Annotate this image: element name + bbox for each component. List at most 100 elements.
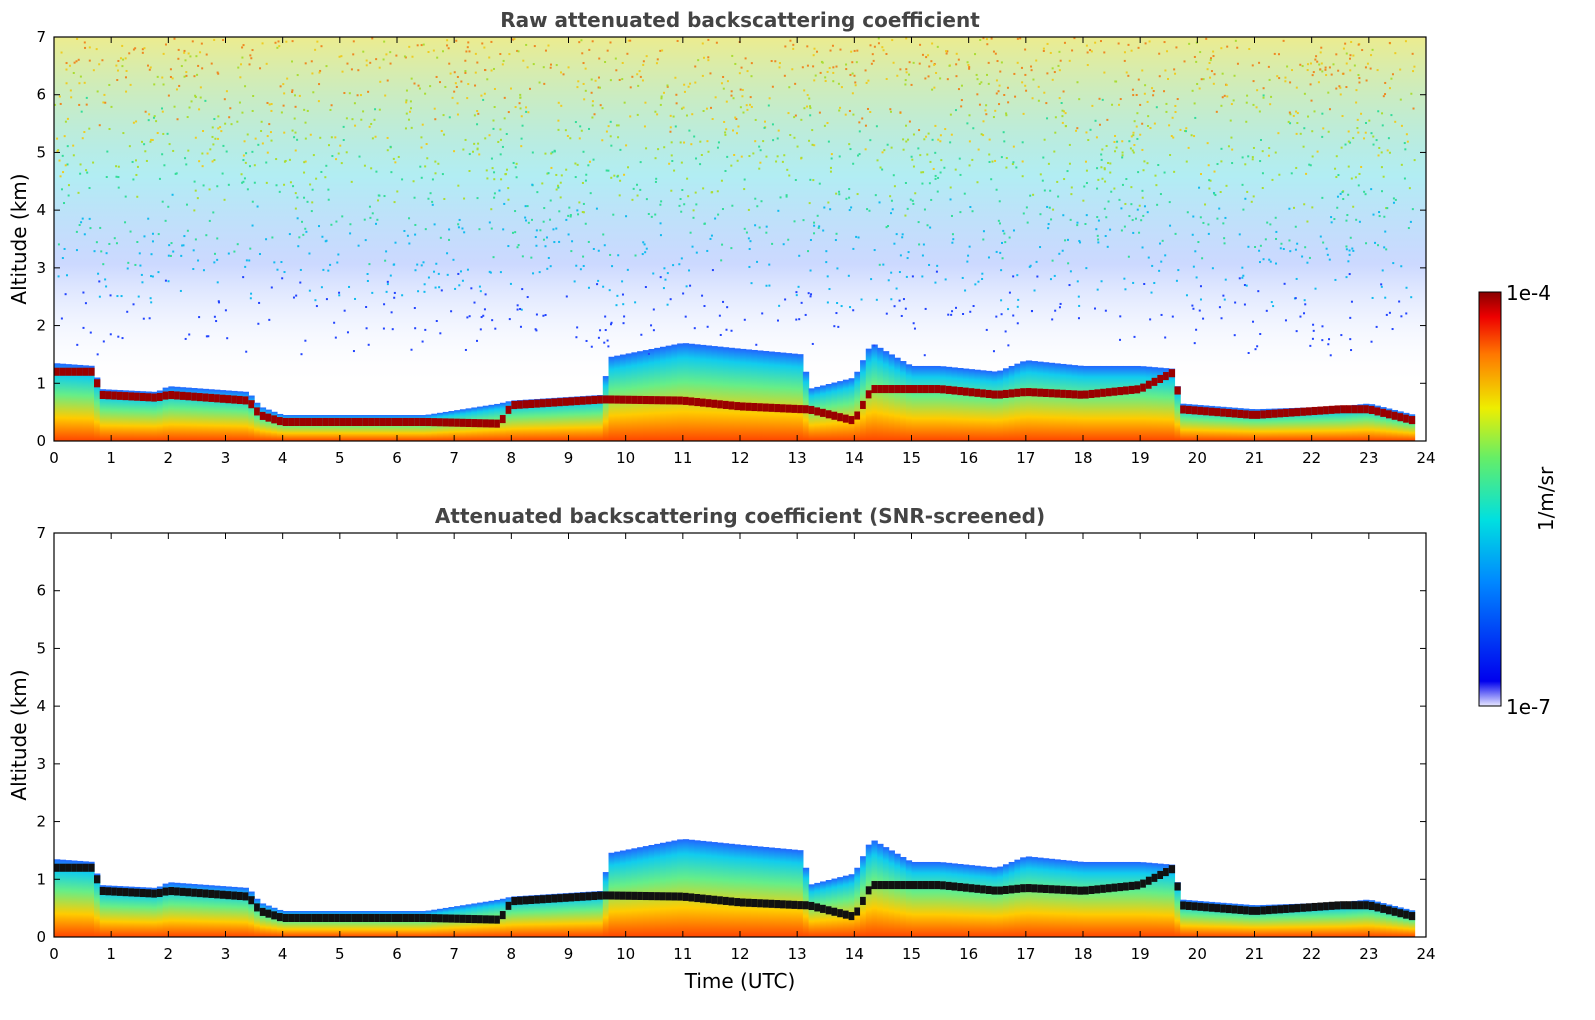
noise-pixel xyxy=(230,123,233,126)
noise-pixel xyxy=(1183,60,1186,63)
layer-band xyxy=(99,886,107,896)
noise-pixel xyxy=(1243,284,1246,287)
layer-band xyxy=(711,895,718,904)
noise-pixel xyxy=(796,145,799,148)
layer-band xyxy=(797,901,804,910)
noise-pixel xyxy=(722,87,725,90)
layer-band xyxy=(648,396,655,405)
layer-band xyxy=(305,913,312,922)
noise-pixel xyxy=(464,71,467,74)
layer-band xyxy=(1123,386,1130,395)
noise-pixel xyxy=(127,261,130,264)
noise-pixel xyxy=(754,224,757,227)
noise-pixel xyxy=(1064,124,1067,127)
noise-pixel xyxy=(102,263,105,266)
noise-pixel xyxy=(431,203,434,206)
noise-pixel xyxy=(925,56,928,59)
noise-pixel xyxy=(534,328,537,331)
noise-pixel xyxy=(778,62,781,65)
noise-pixel xyxy=(464,70,467,73)
layer-band xyxy=(762,403,770,412)
noise-pixel xyxy=(726,155,729,158)
layer-band xyxy=(391,417,398,426)
layer-band xyxy=(511,896,518,906)
noise-pixel xyxy=(150,275,153,278)
noise-pixel xyxy=(105,252,108,255)
noise-pixel xyxy=(500,138,503,141)
noise-pixel xyxy=(368,205,371,208)
noise-pixel xyxy=(675,102,678,105)
layer-band xyxy=(1403,910,1410,919)
noise-pixel xyxy=(376,218,379,221)
noise-pixel xyxy=(858,130,861,133)
noise-pixel xyxy=(177,48,180,51)
noise-pixel xyxy=(188,106,191,109)
noise-pixel xyxy=(934,281,937,284)
noise-pixel xyxy=(1135,93,1138,96)
noise-pixel xyxy=(473,301,476,304)
noise-pixel xyxy=(937,176,940,179)
noise-pixel xyxy=(1388,151,1391,154)
noise-pixel xyxy=(483,308,486,311)
noise-pixel xyxy=(866,107,869,110)
noise-pixel xyxy=(1035,260,1038,263)
noise-pixel xyxy=(1133,335,1136,338)
bl-column xyxy=(71,860,78,937)
noise-pixel xyxy=(718,314,721,317)
layer-band xyxy=(1197,902,1204,911)
layer-band xyxy=(179,887,187,896)
noise-pixel xyxy=(1344,143,1347,146)
noise-pixel xyxy=(1144,42,1147,45)
noise-pixel xyxy=(365,64,368,67)
noise-pixel xyxy=(1163,90,1166,93)
layer-band xyxy=(637,891,644,900)
noise-pixel xyxy=(1078,239,1081,242)
noise-pixel xyxy=(423,283,426,286)
noise-pixel xyxy=(446,273,449,276)
noise-pixel xyxy=(1105,144,1108,147)
layer-band xyxy=(1180,901,1187,910)
layer-band xyxy=(1197,406,1204,415)
noise-pixel xyxy=(393,201,396,204)
noise-pixel xyxy=(656,58,659,61)
heatmap-cells xyxy=(54,839,1416,937)
noise-pixel xyxy=(1274,216,1277,219)
noise-pixel xyxy=(905,71,908,74)
noise-pixel xyxy=(960,84,963,87)
noise-pixel xyxy=(800,301,803,304)
noise-pixel xyxy=(966,260,969,263)
noise-pixel xyxy=(516,308,519,311)
noise-pixel xyxy=(1363,190,1366,193)
noise-pixel xyxy=(867,79,870,82)
noise-pixel xyxy=(305,230,308,233)
bl-column xyxy=(1380,903,1387,937)
layer-band xyxy=(694,398,701,407)
noise-pixel xyxy=(1166,50,1169,53)
noise-pixel xyxy=(213,118,216,121)
noise-pixel xyxy=(222,144,225,147)
noise-pixel xyxy=(1289,250,1292,253)
noise-pixel xyxy=(581,181,584,184)
noise-pixel xyxy=(1160,313,1163,316)
noise-pixel xyxy=(618,78,621,81)
bl-column xyxy=(1385,408,1393,441)
bl-column xyxy=(1157,863,1164,937)
noise-pixel xyxy=(241,46,244,49)
layer-band xyxy=(1111,387,1118,396)
noise-pixel xyxy=(478,153,481,156)
noise-pixel xyxy=(902,138,905,141)
layer-band xyxy=(945,385,953,394)
noise-pixel xyxy=(1113,140,1116,143)
bl-column xyxy=(1317,903,1324,937)
noise-pixel xyxy=(327,188,330,191)
noise-pixel xyxy=(182,244,185,247)
noise-pixel xyxy=(464,59,467,62)
noise-pixel xyxy=(401,294,404,297)
noise-pixel xyxy=(120,295,123,298)
layer-band xyxy=(208,393,215,402)
layer-band xyxy=(568,397,575,406)
noise-pixel xyxy=(680,107,683,110)
bl-column xyxy=(728,843,735,937)
noise-pixel xyxy=(377,199,380,202)
noise-pixel xyxy=(878,201,881,204)
